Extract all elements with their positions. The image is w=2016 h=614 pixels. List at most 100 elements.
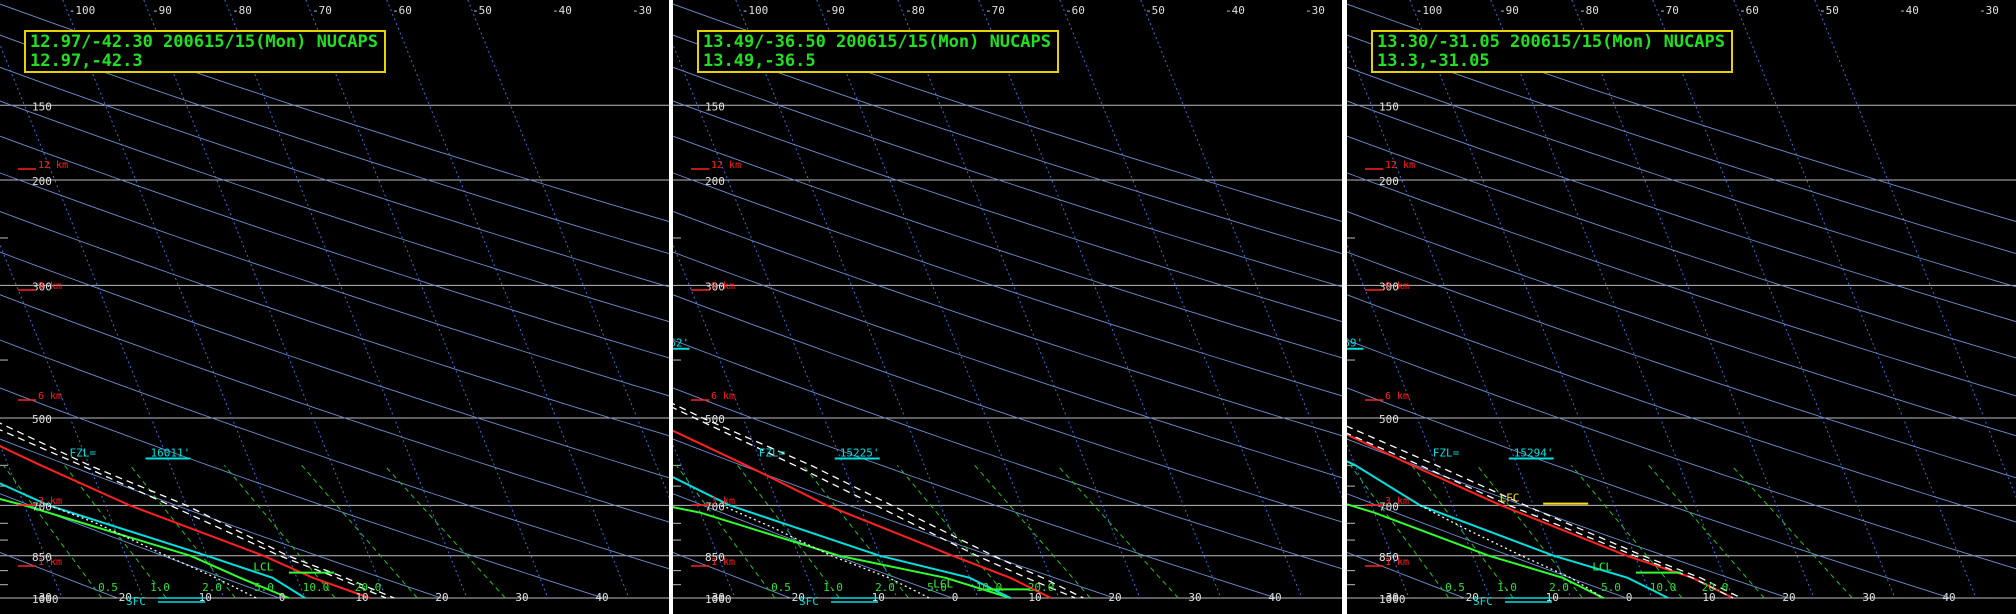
isotherm-line <box>224 0 468 599</box>
dry-adiabat <box>1347 438 1789 599</box>
dry-adiabat <box>1347 100 2016 323</box>
station-title: 12.97/-42.30 200615/15(Mon) NUCAPS <box>30 32 378 52</box>
dry-adiabat <box>1347 387 1951 599</box>
top-temp-label: -80 <box>1579 4 1599 17</box>
pressure-label: 300 <box>705 280 725 293</box>
pressure-label: 850 <box>1379 551 1399 564</box>
bottom-temp-label: 30 <box>1188 591 1201 604</box>
dry-adiabat <box>1347 66 2016 288</box>
series-line-dewpoint <box>673 506 1011 599</box>
series-line-wetbulb <box>0 482 306 599</box>
mixing-ratio-line <box>974 465 1091 599</box>
annotation-label: FZL= <box>1433 447 1460 460</box>
top-temp-label: -90 <box>152 4 172 17</box>
dry-adiabat <box>1347 251 2016 479</box>
bottom-temp-label: 30 <box>515 591 528 604</box>
annotation-label: FZL= <box>759 447 786 460</box>
pressure-label: 200 <box>705 175 725 188</box>
isotherm-line <box>1571 0 1815 599</box>
isotherm-line <box>0 243 144 599</box>
sfc-label: SFC <box>126 595 146 608</box>
top-temp-label: -80 <box>232 4 252 17</box>
dry-adiabat <box>673 172 1342 397</box>
mixing-ratio-label: 2.0 <box>875 581 895 594</box>
dry-adiabat <box>673 135 1342 359</box>
dry-adiabat <box>0 135 669 359</box>
dry-adiabat <box>1347 135 2016 359</box>
isotherm-line <box>1347 243 1491 599</box>
series-line-virtual-temperature <box>673 406 1076 599</box>
dry-adiabat <box>1347 551 1465 599</box>
dry-adiabat <box>1347 211 2016 437</box>
dry-adiabat <box>673 294 1342 523</box>
mixing-ratio-line <box>384 464 506 599</box>
mixing-ratio-line <box>802 465 909 599</box>
top-temp-label: -60 <box>1739 4 1759 17</box>
bottom-temp-label: 10 <box>1028 591 1041 604</box>
skewt-panel-1: -30C=29445'-20C=25459'FZL=16011'ELLCL234… <box>0 0 669 614</box>
mixing-ratio-label: 0.5 <box>1445 581 1465 594</box>
mixing-ratio-label: 10.0 <box>976 581 1003 594</box>
bottom-temp-label: -20 <box>785 591 805 604</box>
dry-adiabat <box>673 211 1342 437</box>
dry-adiabat <box>1347 294 2016 523</box>
series-line-dewpoint <box>1347 503 1604 599</box>
bottom-temp-label: 40 <box>1942 591 1955 604</box>
bottom-temp-label: 30 <box>1862 591 1875 604</box>
top-temp-label: -60 <box>392 4 412 17</box>
top-temp-label: -50 <box>1145 4 1165 17</box>
annotation-label: LFC <box>1500 492 1520 505</box>
height-label: 6 km <box>711 391 735 402</box>
mixing-ratio-label: 0.5 <box>771 581 791 594</box>
bottom-temp-label: 20 <box>1782 591 1795 604</box>
annotation-label: 25562' <box>673 337 689 350</box>
skewt-plot-3: -30C=29899'-20C=25769'FZL=15294'ELLFCLCL… <box>1347 0 2016 608</box>
height-label: 6 km <box>38 391 62 402</box>
pressure-label: 300 <box>1379 280 1399 293</box>
skewt-panel-3: -30C=29899'-20C=25769'FZL=15294'ELLFCLCL… <box>1347 0 2016 614</box>
mixing-ratio-line <box>1648 465 1765 599</box>
top-temp-label: -100 <box>742 4 769 17</box>
series-line-temperature <box>673 429 1052 599</box>
series-line-temperature <box>1347 433 1734 599</box>
skewt-panel-2: -30C=29834'-20C=25562'FZL=15225'ELLCL119… <box>673 0 1342 614</box>
top-temp-label: -30 <box>1979 4 1999 17</box>
sfc-label: SFC <box>1473 595 1493 608</box>
isotherm-line <box>816 0 1060 599</box>
isotherm-line <box>1347 443 1410 599</box>
top-temp-label: -100 <box>69 4 96 17</box>
series-line-downdraft <box>721 504 930 599</box>
dry-adiabat <box>0 438 442 599</box>
mixing-ratio-label: 10.0 <box>1650 581 1677 594</box>
top-temp-label: -40 <box>552 4 572 17</box>
mixing-ratio-label: 5.0 <box>1601 581 1621 594</box>
mixing-ratio-label: 2.0 <box>202 581 222 594</box>
station-title-box: 13.30/-31.05 200615/15(Mon) NUCAPS 13.3,… <box>1371 30 1733 73</box>
annotation-label: LCL <box>933 577 953 590</box>
dry-adiabat <box>0 551 118 599</box>
pressure-label: 850 <box>32 551 52 564</box>
mixing-ratio-line <box>737 465 840 599</box>
skewt-plot-1: -30C=29445'-20C=25459'FZL=16011'ELLCL234… <box>0 0 669 608</box>
annotation-label: LCL <box>253 561 273 574</box>
dry-adiabat <box>0 34 669 255</box>
bottom-temp-label: -30 <box>32 591 52 604</box>
pressure-label: 1000 <box>1379 593 1406 606</box>
bottom-temp-label: -20 <box>112 591 132 604</box>
annotation-label: LCL <box>1592 561 1612 574</box>
pressure-label: 700 <box>1379 500 1399 513</box>
mixing-ratio-line <box>1570 465 1683 599</box>
pressure-label: 200 <box>32 175 52 188</box>
isotherm-line <box>1490 0 1734 599</box>
mixing-ratio-line <box>1411 465 1514 599</box>
height-label: 9 km <box>1385 281 1409 292</box>
top-temp-label: -30 <box>632 4 652 17</box>
skewt-plot-2: -30C=29834'-20C=25562'FZL=15225'ELLCL119… <box>673 0 1342 608</box>
mixing-ratio-label: 10.0 <box>303 581 330 594</box>
station-title-box: 12.97/-42.30 200615/15(Mon) NUCAPS 12.97… <box>24 30 386 73</box>
pressure-label: 1000 <box>32 593 59 606</box>
dry-adiabat <box>673 251 1342 479</box>
height-label: 1 km <box>711 557 735 568</box>
top-temp-label: -70 <box>985 4 1005 17</box>
plot-area: -30C=29834'-20C=25562'FZL=15225'ELLCL119… <box>673 0 1342 599</box>
